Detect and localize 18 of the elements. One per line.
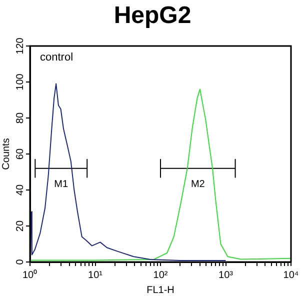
series-label: M2 xyxy=(190,179,206,190)
x-tick-label: 10³ xyxy=(218,270,234,281)
x-tick-label: 10⁴ xyxy=(283,270,299,281)
y-tick-label: 120 xyxy=(14,37,26,54)
y-tick-label: 40 xyxy=(14,184,26,196)
chart-title: HepG2 xyxy=(112,2,192,30)
annotation: control xyxy=(40,52,74,64)
y-tick-label: 60 xyxy=(14,148,26,160)
x-tick-label: 10⁰ xyxy=(22,268,38,281)
y-tick-label: 100 xyxy=(14,73,26,90)
x-tick-label: 10¹ xyxy=(88,270,104,281)
y-axis-title: Counts xyxy=(0,138,12,170)
x-tick-label: 10² xyxy=(153,270,168,281)
series-label: M1 xyxy=(54,179,69,190)
y-tick-label: 80 xyxy=(14,112,26,124)
y-tick-label: 20 xyxy=(14,220,26,232)
x-axis-title: FL1-H xyxy=(146,284,174,296)
y-tick-label: 0 xyxy=(14,258,26,265)
